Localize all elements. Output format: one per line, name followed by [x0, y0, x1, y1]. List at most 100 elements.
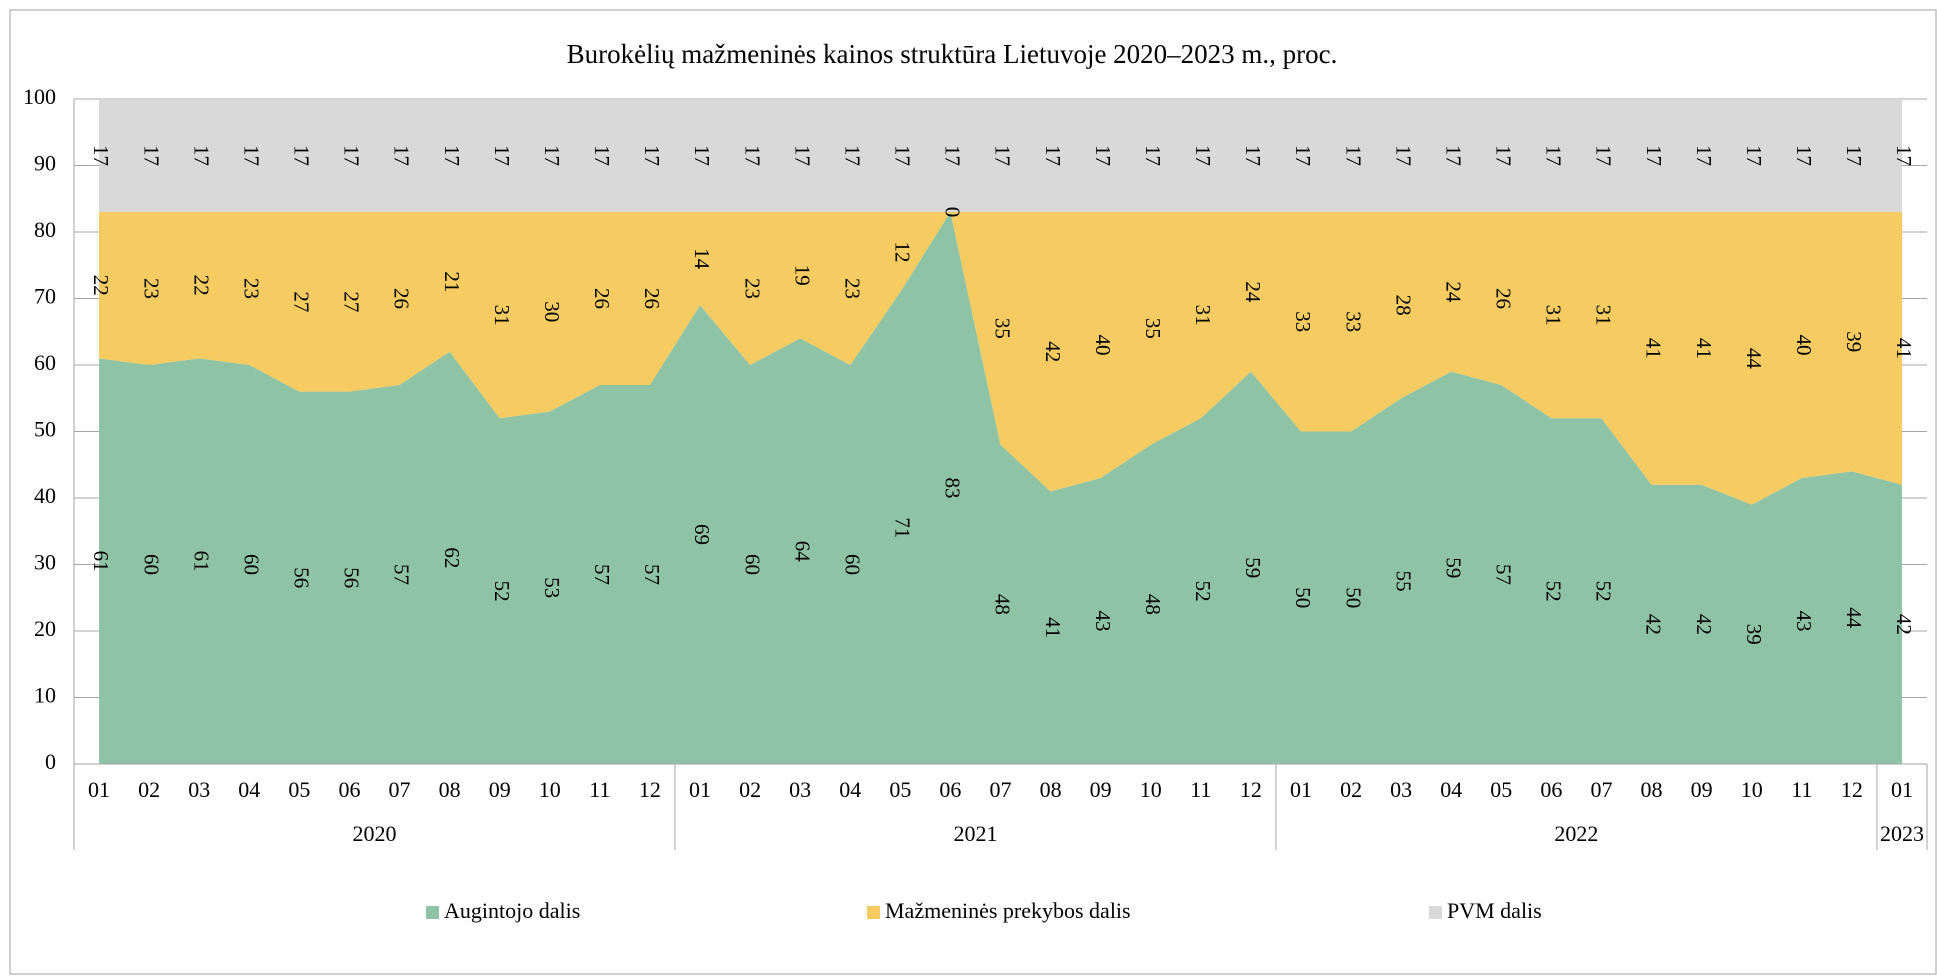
- data-label: 59: [1441, 557, 1465, 578]
- data-label: 71: [891, 517, 915, 538]
- x-tick-label: 02: [739, 777, 761, 802]
- x-tick-label: 01: [1891, 777, 1913, 802]
- x-tick-label: 07: [990, 777, 1012, 802]
- data-label: 12: [891, 241, 915, 262]
- data-label: 31: [490, 305, 514, 326]
- data-label: 17: [239, 145, 263, 166]
- x-tick-label: 06: [1540, 777, 1562, 802]
- data-label: 17: [590, 145, 614, 166]
- data-label: 23: [740, 278, 764, 299]
- data-label: 52: [490, 581, 514, 602]
- data-label: 17: [1692, 145, 1716, 166]
- x-tick-label: 11: [1791, 777, 1812, 802]
- data-label: 26: [1491, 288, 1515, 309]
- x-tick-label: 03: [789, 777, 811, 802]
- data-label: 17: [540, 145, 564, 166]
- data-label: 17: [390, 145, 414, 166]
- x-tick-label: 07: [389, 777, 411, 802]
- x-group-label: 2021: [953, 821, 997, 846]
- x-tick-label: 10: [539, 777, 561, 802]
- data-label: 42: [1041, 341, 1065, 362]
- data-label: 60: [840, 554, 864, 575]
- x-tick-label: 11: [1190, 777, 1211, 802]
- x-tick-label: 05: [889, 777, 911, 802]
- x-tick-label: 01: [1290, 777, 1312, 802]
- data-label: 59: [1241, 557, 1265, 578]
- y-tick-label: 50: [34, 417, 56, 442]
- data-label: 17: [941, 145, 965, 166]
- y-tick-label: 60: [34, 350, 56, 375]
- data-label: 26: [390, 288, 414, 309]
- data-label: 44: [1842, 607, 1866, 629]
- data-label: 17: [89, 145, 113, 166]
- data-label: 33: [1341, 311, 1365, 332]
- data-label: 17: [1091, 145, 1115, 166]
- data-label: 30: [540, 301, 564, 322]
- data-label: 17: [1441, 145, 1465, 166]
- x-tick-label: 04: [238, 777, 260, 802]
- data-label: 17: [1041, 145, 1065, 166]
- data-label: 19: [790, 265, 814, 286]
- data-label: 0: [941, 207, 965, 218]
- data-label: 42: [1642, 614, 1666, 635]
- data-label: 42: [1892, 614, 1916, 635]
- area: [99, 212, 1902, 765]
- y-tick-label: 30: [34, 550, 56, 575]
- data-label: 17: [440, 145, 464, 166]
- data-label: 48: [1141, 594, 1165, 615]
- x-tick-label: 01: [689, 777, 711, 802]
- y-tick-label: 0: [45, 749, 56, 774]
- data-label: 17: [189, 145, 213, 166]
- data-label: 24: [1441, 281, 1465, 303]
- data-label: 17: [1141, 145, 1165, 166]
- chart-title: Burokėlių mažmeninės kainos struktūra Li…: [567, 39, 1338, 69]
- x-tick-label: 08: [1641, 777, 1663, 802]
- x-tick-label: 03: [188, 777, 210, 802]
- x-tick-label: 10: [1140, 777, 1162, 802]
- data-label: 31: [1592, 305, 1616, 326]
- data-label: 14: [690, 248, 714, 270]
- x-tick-label: 04: [1440, 777, 1462, 802]
- data-label: 53: [540, 577, 564, 598]
- data-label: 22: [189, 275, 213, 296]
- data-label: 17: [340, 145, 364, 166]
- y-tick-label: 70: [34, 284, 56, 309]
- data-label: 17: [1191, 145, 1215, 166]
- data-label: 40: [1091, 335, 1115, 356]
- data-label: 42: [1692, 614, 1716, 635]
- data-label: 17: [1792, 145, 1816, 166]
- data-label: 60: [239, 554, 263, 575]
- data-label: 21: [440, 271, 464, 292]
- x-tick-label: 07: [1590, 777, 1612, 802]
- data-label: 17: [1291, 145, 1315, 166]
- data-label: 27: [290, 291, 314, 312]
- x-tick-label: 05: [1490, 777, 1512, 802]
- x-tick-label: 06: [338, 777, 360, 802]
- y-tick-label: 40: [34, 483, 56, 508]
- x-tick-label: 12: [639, 777, 661, 802]
- x-tick-label: 09: [1090, 777, 1112, 802]
- data-label: 39: [1742, 624, 1766, 645]
- data-label: 17: [891, 145, 915, 166]
- data-label: 64: [790, 541, 814, 563]
- data-label: 22: [89, 275, 113, 296]
- data-label: 17: [840, 145, 864, 166]
- data-label: 69: [690, 524, 714, 545]
- data-label: 50: [1291, 587, 1315, 608]
- x-tick-label: 08: [439, 777, 461, 802]
- y-tick-label: 100: [23, 84, 56, 109]
- x-tick-label: 12: [1841, 777, 1863, 802]
- data-label: 57: [1491, 564, 1515, 585]
- data-label: 41: [1642, 338, 1666, 359]
- y-tick-label: 80: [34, 217, 56, 242]
- x-group-label: 2023: [1880, 821, 1924, 846]
- x-tick-label: 12: [1240, 777, 1262, 802]
- legend-swatch: [867, 906, 880, 919]
- data-label: 23: [239, 278, 263, 299]
- data-label: 17: [1592, 145, 1616, 166]
- data-label: 23: [840, 278, 864, 299]
- data-label: 17: [1842, 145, 1866, 166]
- data-label: 57: [390, 564, 414, 585]
- data-label: 35: [1141, 318, 1165, 339]
- data-label: 31: [1191, 305, 1215, 326]
